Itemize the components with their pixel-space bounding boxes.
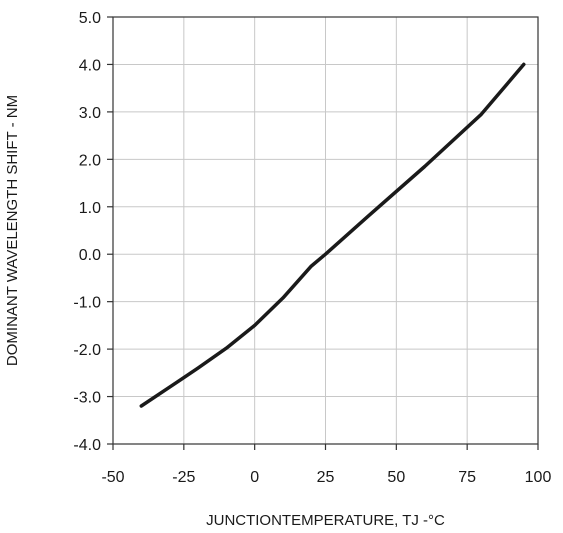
x-tick-label: -50 [101, 469, 124, 486]
series [139, 62, 526, 408]
y-tick-label: -4.0 [73, 437, 101, 454]
series-line [139, 62, 526, 408]
y-tick-label: 5.0 [79, 10, 101, 27]
x-axis-title: JUNCTIONTEMPERATURE, TJ -°C [206, 512, 445, 529]
y-tick-label: -3.0 [73, 390, 101, 407]
y-tick-label: -2.0 [73, 342, 101, 359]
y-tick-label: 2.0 [79, 152, 101, 169]
x-tick-label: 50 [387, 469, 405, 486]
x-tick-label: 0 [250, 469, 259, 486]
ticks: -50 -25 0 25 50 75 100 -4.0 -3.0 -2.0 -1.0 0.0 1.0 2.… [73, 10, 551, 486]
x-tick-label: -25 [172, 469, 195, 486]
x-tick-label: 100 [525, 469, 552, 486]
y-tick-label: -1.0 [73, 295, 101, 312]
y-tick-label: 4.0 [79, 57, 101, 74]
grid [113, 17, 538, 444]
x-tick-label: 25 [317, 469, 335, 486]
y-tick-label: 0.0 [79, 247, 101, 264]
y-tick-label: 1.0 [79, 200, 101, 217]
x-tick-label: 75 [458, 469, 476, 486]
y-tick-label: 3.0 [79, 105, 101, 122]
y-axis-title: DOMINANT WAVELENGTH SHIFT - NM [4, 95, 21, 366]
